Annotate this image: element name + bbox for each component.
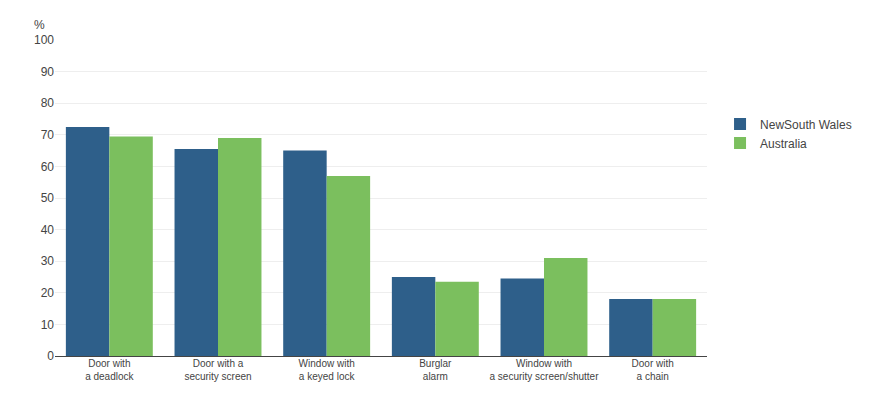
svg-text:10: 10 <box>41 318 55 332</box>
svg-text:70: 70 <box>41 128 55 142</box>
svg-text:Window witha security screen/s: Window witha security screen/shutter <box>490 358 600 382</box>
svg-text:40: 40 <box>41 223 55 237</box>
svg-text:Door with asecurity screen: Door with asecurity screen <box>184 358 251 382</box>
svg-text:Door witha deadlock: Door witha deadlock <box>85 358 134 382</box>
svg-text:80: 80 <box>41 96 55 110</box>
svg-text:Burglaralarm: Burglaralarm <box>419 358 452 382</box>
svg-text:100: 100 <box>34 33 54 47</box>
svg-text:Door witha chain: Door witha chain <box>632 358 674 382</box>
svg-text:90: 90 <box>41 65 55 79</box>
svg-text:60: 60 <box>41 160 55 174</box>
svg-text:Australia: Australia <box>760 137 807 151</box>
svg-text:%: % <box>34 18 45 32</box>
svg-text:0: 0 <box>47 349 54 363</box>
svg-text:30: 30 <box>41 254 55 268</box>
svg-text:20: 20 <box>41 286 55 300</box>
svg-text:NewSouth Wales: NewSouth Wales <box>760 118 852 132</box>
svg-text:Window witha keyed lock: Window witha keyed lock <box>299 358 356 382</box>
svg-text:50: 50 <box>41 191 55 205</box>
